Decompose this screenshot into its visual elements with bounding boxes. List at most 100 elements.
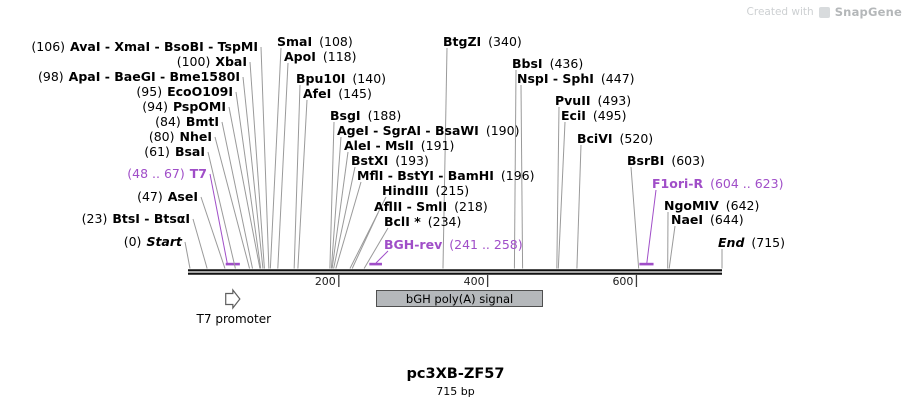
watermark: Created with SnapGene <box>747 5 902 19</box>
restriction-site-label[interactable]: (106) AvaI - XmaI - BsoBI - TspMI <box>31 40 258 54</box>
label-position: (215) <box>435 183 470 198</box>
restriction-site-label[interactable]: (84) BmtI <box>155 115 219 129</box>
connector-line <box>349 196 387 269</box>
label-position: (495) <box>592 108 627 123</box>
restriction-site-label[interactable]: (100) XbaI <box>177 55 247 69</box>
t7-promoter-arrow[interactable] <box>225 288 241 310</box>
label-position: (493) <box>597 93 632 108</box>
label-name: BsaI <box>174 144 205 159</box>
label-position: (644) <box>710 212 744 227</box>
snapgene-logo-icon <box>818 6 830 18</box>
restriction-site-label[interactable]: NspI - SphI (447) <box>517 72 635 86</box>
ruler-number: 200 <box>314 275 336 288</box>
restriction-site-label[interactable]: BciVI (520) <box>577 132 653 146</box>
primer-segment-F1ori-R[interactable] <box>639 262 654 266</box>
restriction-site-label[interactable]: AgeI - SgrAI - BsaWI (190) <box>337 124 519 138</box>
connector-line <box>375 250 389 264</box>
watermark-brand: SnapGene <box>834 5 902 19</box>
ruler-number: 400 <box>463 275 485 288</box>
label-position: (145) <box>338 86 372 101</box>
restriction-site-label[interactable]: NgoMIV (642) <box>664 199 759 213</box>
connector-line <box>184 241 191 269</box>
label-position: (23) <box>81 211 108 226</box>
restriction-site-label[interactable]: BsgI (188) <box>330 109 401 123</box>
restriction-site-label[interactable]: (94) PspOMI <box>142 100 226 114</box>
label-position: (108) <box>319 34 353 49</box>
label-position: (520) <box>619 131 654 146</box>
connector-line <box>329 121 335 269</box>
connector-line <box>249 61 265 269</box>
connector-line <box>293 84 301 269</box>
connector-line <box>269 47 282 269</box>
label-name: AfeI <box>303 86 332 101</box>
label-name: BsgI <box>330 108 361 123</box>
restriction-site-label[interactable]: (98) ApaI - BaeGI - Bme1580I <box>38 70 240 84</box>
primer-segment-T7[interactable] <box>225 262 240 266</box>
label-position: (604 .. 623) <box>710 176 784 191</box>
restriction-site-label[interactable]: SmaI (108) <box>277 35 353 49</box>
restriction-site-label[interactable]: (61) BsaI <box>144 145 205 159</box>
restriction-site-label[interactable]: AfeI (145) <box>303 87 372 101</box>
restriction-site-label[interactable]: BstXI (193) <box>351 154 429 168</box>
label-name: BmtI <box>185 114 219 129</box>
restriction-site-label[interactable]: (95) EcoO109I <box>136 85 233 99</box>
connector-line <box>277 62 289 269</box>
restriction-site-label[interactable]: BbsI (436) <box>512 57 583 71</box>
label-position: (48 .. 67) <box>127 166 185 181</box>
primer-label[interactable]: (48 .. 67) T7 <box>127 167 207 181</box>
label-name: AgeI - SgrAI - BsaWI <box>337 123 479 138</box>
label-name: NspI - SphI <box>517 71 594 86</box>
restriction-site-label[interactable]: Bpu10I (140) <box>296 72 386 86</box>
connector-line <box>513 69 517 269</box>
primer-label[interactable]: F1ori-R (604 .. 623) <box>652 177 783 191</box>
label-position: (436) <box>549 56 584 71</box>
restriction-site-label[interactable]: HindIII (215) <box>382 184 469 198</box>
restriction-site-label[interactable]: MflI - BstYI - BamHI (196) <box>357 169 535 183</box>
plasmid-title: pc3XB-ZF57 <box>406 366 505 382</box>
label-name: BstXI <box>351 153 389 168</box>
connector-line <box>442 47 448 269</box>
restriction-site-label[interactable]: NaeI (644) <box>671 213 744 227</box>
restriction-site-label[interactable]: (0) Start <box>124 235 182 249</box>
connector-line <box>207 151 236 269</box>
connector-line <box>333 166 356 269</box>
connector-line <box>214 136 251 269</box>
restriction-site-label[interactable]: EciI (495) <box>561 109 627 123</box>
label-position: (84) <box>155 114 181 129</box>
primer-label[interactable]: BGH-rev (241 .. 258) <box>384 238 523 252</box>
label-name: AleI - MslI <box>344 138 414 153</box>
label-name: BbsI <box>512 56 543 71</box>
restriction-site-label[interactable]: (80) NheI <box>149 130 212 144</box>
restriction-site-label[interactable]: PvuII (493) <box>555 94 631 108</box>
restriction-site-label[interactable]: BtgZI (340) <box>443 35 522 49</box>
restriction-site-label[interactable]: BclI * (234) <box>384 215 461 229</box>
plasmid-length: 715 bp <box>436 385 475 398</box>
restriction-site-label[interactable]: End (715) <box>718 236 785 250</box>
restriction-site-label[interactable]: AleI - MslI (191) <box>344 139 454 153</box>
label-position: (100) <box>176 54 211 69</box>
connector-line <box>668 225 676 269</box>
label-position: (193) <box>395 153 429 168</box>
label-name: AflII - SmlI <box>374 199 448 214</box>
connector-line <box>200 196 226 269</box>
label-position: (241 .. 258) <box>449 237 523 252</box>
primer-segment-BGH-rev[interactable] <box>369 262 382 266</box>
label-name: PspOMI <box>172 99 226 114</box>
feature-bgh-polya-signal[interactable]: bGH poly(A) signal <box>376 290 544 307</box>
label-name: BciVI <box>577 131 613 146</box>
restriction-site-label[interactable]: ApoI (118) <box>284 50 357 64</box>
label-position: (447) <box>600 71 635 86</box>
restriction-site-label[interactable]: (23) BtsI - BtsαI <box>82 212 190 226</box>
label-name: NgoMIV <box>664 198 719 213</box>
restriction-site-label[interactable]: AflII - SmlI (218) <box>374 200 488 214</box>
connector-line <box>330 136 342 269</box>
restriction-site-label[interactable]: BsrBI (603) <box>627 154 705 168</box>
connector-line <box>363 227 389 269</box>
label-name: Start <box>146 234 182 249</box>
label-position: (191) <box>420 138 455 153</box>
label-position: (642) <box>725 198 760 213</box>
restriction-site-label[interactable]: (47) AseI <box>137 190 198 204</box>
label-name: AvaI - XmaI - BsoBI - TspMI <box>70 39 258 54</box>
